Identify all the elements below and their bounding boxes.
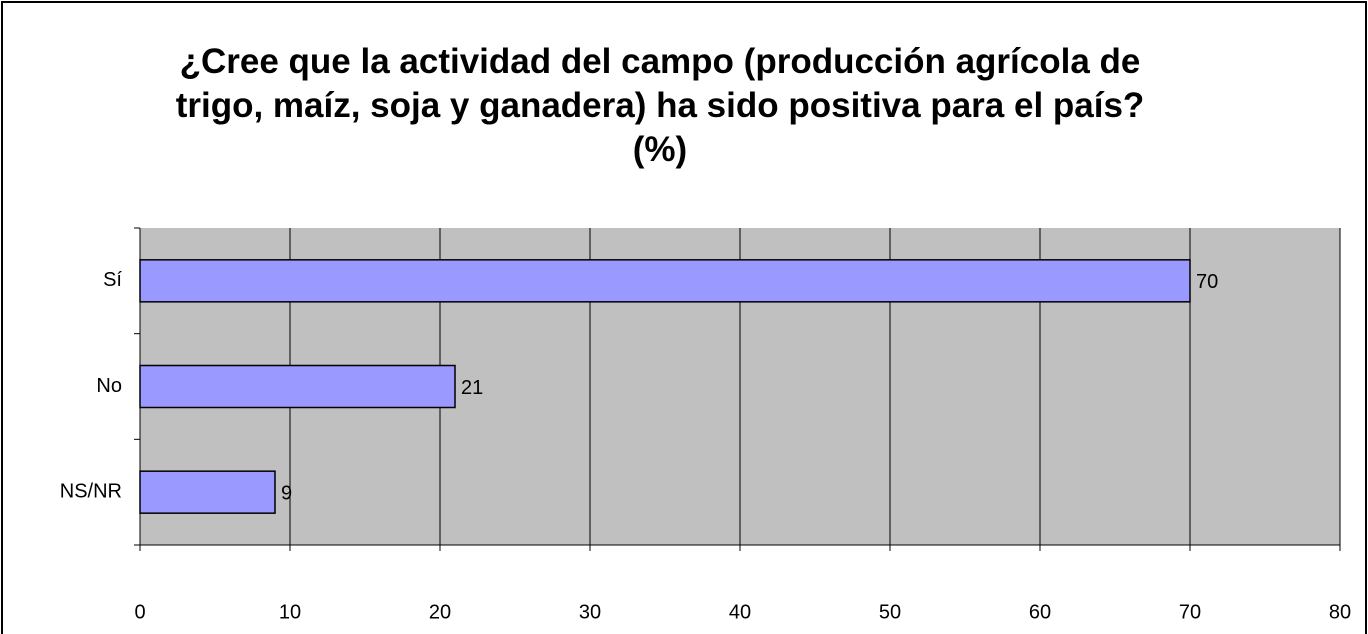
chart-title: ¿Cree que la actividad del campo (produc…: [175, 42, 1145, 169]
value-label: 9: [281, 482, 292, 504]
x-tick-label: 60: [1029, 601, 1051, 623]
x-tick-label: 0: [134, 601, 145, 623]
x-tick-label: 30: [579, 601, 601, 623]
bar: [139, 470, 276, 514]
bar: [139, 364, 456, 409]
bar: [139, 259, 1191, 303]
x-tick-label: 80: [1329, 601, 1351, 623]
x-tick-label: 50: [879, 601, 901, 623]
x-tick-label: 70: [1179, 601, 1201, 623]
x-tick-label: 20: [429, 601, 451, 623]
value-label: 21: [461, 377, 483, 399]
x-tick-label: 10: [279, 601, 301, 623]
y-tick-label: Sí: [103, 269, 122, 291]
x-tick-label: 40: [729, 601, 751, 623]
y-tick-label: No: [96, 375, 122, 397]
value-label: 70: [1196, 271, 1218, 293]
y-tick-label: NS/NR: [60, 480, 122, 502]
